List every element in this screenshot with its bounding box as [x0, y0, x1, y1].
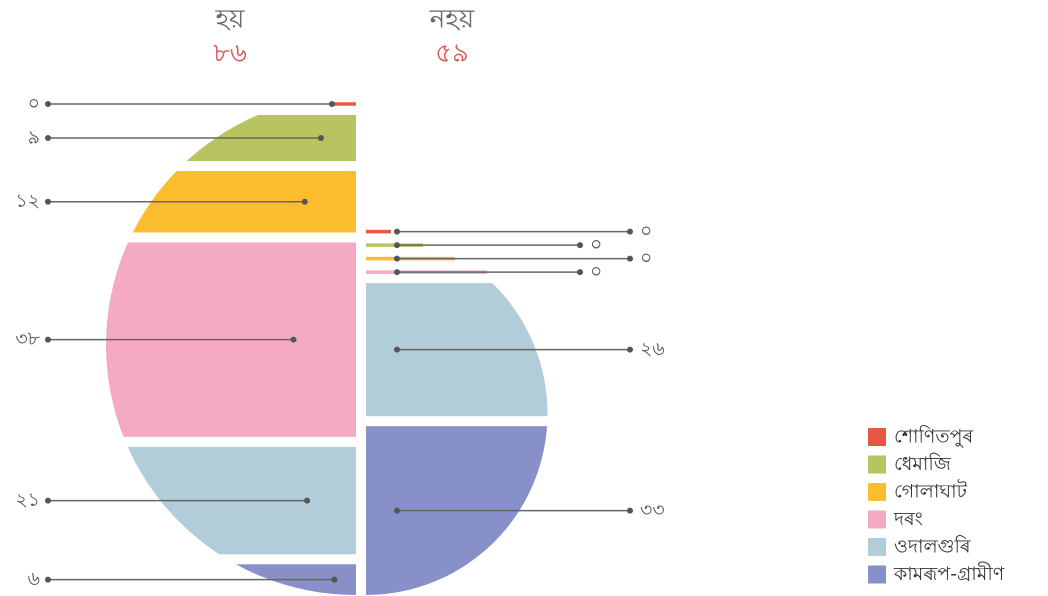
- leader-dot: [331, 576, 338, 583]
- legend-swatch: [868, 483, 886, 501]
- value-label: ০: [590, 234, 602, 256]
- leader-dot: [45, 497, 51, 504]
- leader-dot: [627, 228, 633, 235]
- value-label: ৬: [28, 568, 40, 590]
- leader-dot: [45, 576, 51, 583]
- leader-dot: [290, 336, 297, 343]
- series-title: হয়: [215, 5, 246, 35]
- leader-dot: [577, 242, 583, 249]
- value-label: ৯: [28, 127, 40, 149]
- value-label: ২৬: [640, 338, 665, 360]
- legend-label: কামৰূপ-গ্ৰামীণ: [893, 562, 1005, 585]
- leader-dot: [45, 135, 51, 142]
- leader-dot: [627, 507, 633, 514]
- legend-label: গোলাঘাট: [894, 480, 968, 503]
- value-label: ১২: [15, 190, 40, 212]
- value-label: ০: [640, 220, 652, 242]
- leader-dot: [301, 198, 308, 205]
- legend-swatch: [868, 538, 886, 556]
- value-label: ৩৩: [640, 499, 665, 521]
- leader-dot: [317, 135, 324, 142]
- leader-dot: [394, 346, 400, 353]
- leader-dot: [394, 507, 400, 514]
- leader-dot: [45, 101, 51, 107]
- leader-dot: [394, 255, 400, 262]
- series-total: ৮৬: [213, 39, 247, 69]
- value-label: ০: [590, 261, 602, 283]
- leader-dot: [394, 269, 400, 276]
- leader-dot: [304, 497, 311, 504]
- leader-dot: [577, 269, 583, 276]
- leader-dot: [45, 336, 51, 343]
- value-label: ০: [640, 247, 652, 269]
- value-label: ০: [28, 93, 40, 115]
- legend-label: ধেমাজি: [894, 453, 952, 475]
- leader-dot: [45, 198, 51, 205]
- series-total: ৫৯: [435, 39, 469, 69]
- legend-label: ওদালগুৰি: [894, 536, 971, 558]
- legend-label: দৰং: [893, 508, 923, 530]
- leader-dot: [329, 101, 335, 107]
- half: [366, 283, 548, 595]
- legend-label: শোণিতপুৰ: [894, 426, 974, 448]
- leader-dot: [394, 228, 400, 235]
- leader-dot: [627, 255, 633, 262]
- legend-swatch: [868, 455, 886, 474]
- series-title: নহয়: [429, 5, 475, 35]
- leader-dot: [627, 346, 633, 353]
- value-label: ৩৮: [15, 328, 40, 350]
- leader-dot: [394, 242, 400, 249]
- half: [106, 115, 356, 595]
- legend-swatch: [868, 428, 886, 446]
- legend-swatch: [868, 565, 886, 584]
- value-label: ২১: [15, 489, 40, 511]
- legend-swatch: [868, 510, 886, 529]
